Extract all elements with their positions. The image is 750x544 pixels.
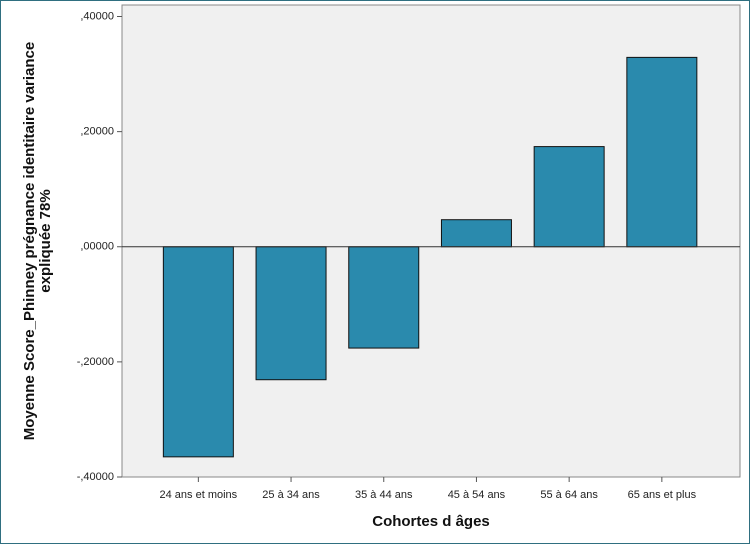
y-axis-title: Moyenne Score_Phinney prégnance identita… [21,42,54,440]
y-axis-title-line: Moyenne Score_Phinney prégnance identita… [21,42,38,440]
x-tick-label: 45 à 54 ans [448,489,506,501]
bar [626,56,698,248]
y-axis-title-line: expliquée 78% [37,189,54,292]
x-tick-label: 65 ans et plus [628,489,697,501]
x-axis-title: Cohortes d âges [372,513,490,530]
y-tick-label: ,00000 [80,241,114,253]
y-tick-label: -,40000 [77,471,114,483]
bar [255,246,327,381]
bar [348,246,420,349]
bar [440,219,512,248]
x-tick-label: 55 à 64 ans [540,489,598,501]
y-tick-label: ,20000 [80,126,114,138]
x-tick-label: 25 à 34 ans [262,489,320,501]
x-tick-label: 24 ans et moins [160,489,238,501]
y-tick-label: -,20000 [77,356,114,368]
x-tick-label: 35 à 44 ans [355,489,413,501]
bar [162,246,234,458]
bar [533,146,605,248]
y-tick-label: ,40000 [80,10,114,22]
